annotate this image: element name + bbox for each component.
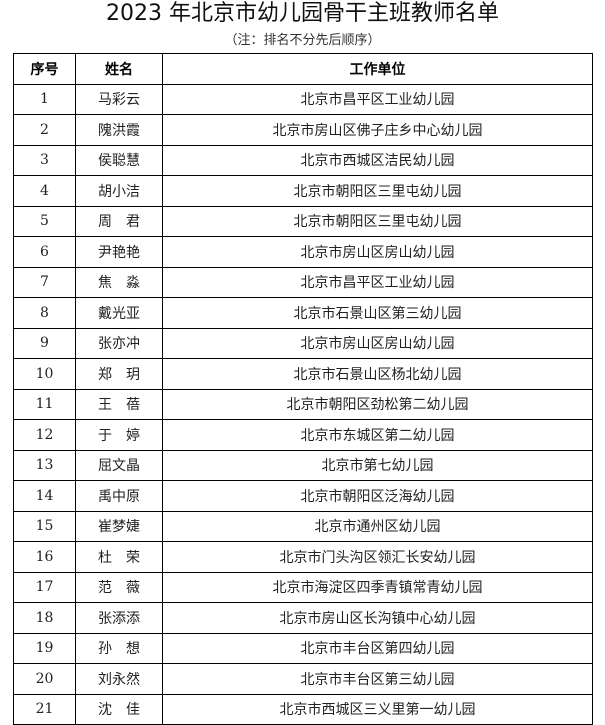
- index-cell: 20: [13, 663, 76, 695]
- workplace-cell: 北京市西城区洁民幼儿园: [162, 144, 593, 176]
- workplace-cell: 北京市丰台区第三幼儿园: [162, 663, 593, 695]
- index-cell: 17: [13, 571, 76, 603]
- table-row: 15 崔梦婕 北京市通州区幼儿园: [13, 510, 593, 542]
- index-cell: 6: [13, 236, 76, 268]
- index-cell: 14: [13, 480, 76, 512]
- workplace-cell: 北京市西城区三义里第一幼儿园: [162, 693, 593, 725]
- table-row: 14 禹中原 北京市朝阳区泛海幼儿园: [13, 480, 593, 512]
- name-cell: 于 婷: [75, 419, 163, 451]
- name-cell: 屈文晶: [75, 449, 163, 481]
- index-cell: 5: [13, 205, 76, 237]
- table-row: 4 胡小洁 北京市朝阳区三里屯幼儿园: [13, 175, 593, 207]
- workplace-cell: 北京市东城区第二幼儿园: [162, 419, 593, 451]
- name-cell: 胡小洁: [75, 175, 163, 207]
- workplace-cell: 北京市海淀区四季青镇常青幼儿园: [162, 571, 593, 603]
- workplace-cell: 北京市昌平区工业幼儿园: [162, 266, 593, 298]
- table-row: 9 张亦冲 北京市房山区房山幼儿园: [13, 327, 593, 359]
- header-workplace: 工作单位: [162, 53, 593, 85]
- table-row: 12 于 婷北京市东城区第二幼儿园: [13, 419, 593, 451]
- index-cell: 10: [13, 358, 76, 390]
- name-cell: 隗洪霞: [75, 114, 163, 146]
- index-cell: 4: [13, 175, 76, 207]
- workplace-cell: 北京市通州区幼儿园: [162, 510, 593, 542]
- table-row: 6 尹艳艳 北京市房山区房山幼儿园: [13, 236, 593, 268]
- index-cell: 21: [13, 693, 76, 725]
- name-cell: 孙 想: [75, 632, 163, 664]
- name-cell: 沈 佳: [75, 693, 163, 725]
- name-cell: 禹中原: [75, 480, 163, 512]
- name-cell: 焦 淼: [75, 266, 163, 298]
- header-row: 序号 姓名 工作单位: [13, 53, 593, 85]
- workplace-cell: 北京市朝阳区劲松第二幼儿园: [162, 388, 593, 420]
- index-cell: 3: [13, 144, 76, 176]
- table-row: 21 沈 佳北京市西城区三义里第一幼儿园: [13, 693, 593, 725]
- workplace-cell: 北京市门头沟区领汇长安幼儿园: [162, 541, 593, 573]
- index-cell: 9: [13, 327, 76, 359]
- workplace-cell: 北京市第七幼儿园: [162, 449, 593, 481]
- table-row: 1 马彩云 北京市昌平区工业幼儿园: [13, 83, 593, 115]
- name-cell: 马彩云: [75, 83, 163, 115]
- name-cell: 刘永然: [75, 663, 163, 695]
- index-cell: 13: [13, 449, 76, 481]
- index-cell: 7: [13, 266, 76, 298]
- workplace-cell: 北京市朝阳区三里屯幼儿园: [162, 175, 593, 207]
- table-row: 18 张添添 北京市房山区长沟镇中心幼儿园: [13, 602, 593, 634]
- workplace-cell: 北京市昌平区工业幼儿园: [162, 83, 593, 115]
- workplace-cell: 北京市房山区佛子庄乡中心幼儿园: [162, 114, 593, 146]
- table-row: 13 屈文晶 北京市第七幼儿园: [13, 449, 593, 481]
- index-cell: 2: [13, 114, 76, 146]
- workplace-cell: 北京市朝阳区三里屯幼儿园: [162, 205, 593, 237]
- name-cell: 崔梦婕: [75, 510, 163, 542]
- name-cell: 张亦冲: [75, 327, 163, 359]
- name-cell: 郑 玥: [75, 358, 163, 390]
- name-cell: 侯聪慧: [75, 144, 163, 176]
- teacher-table: 序号 姓名 工作单位 1 马彩云 北京市昌平区工业幼儿园 2 隗洪霞 北京市房山区佛子庄乡…: [13, 53, 593, 725]
- name-cell: 尹艳艳: [75, 236, 163, 268]
- table-row: 11 王 蓓北京市朝阳区劲松第二幼儿园: [13, 388, 593, 420]
- table-row: 3 侯聪慧 北京市西城区洁民幼儿园: [13, 144, 593, 176]
- index-cell: 18: [13, 602, 76, 634]
- workplace-cell: 北京市房山区房山幼儿园: [162, 327, 593, 359]
- index-cell: 19: [13, 632, 76, 664]
- name-cell: 范 薇: [75, 571, 163, 603]
- header-name: 姓名: [75, 53, 163, 85]
- name-cell: 杜 荣: [75, 541, 163, 573]
- index-cell: 16: [13, 541, 76, 573]
- table-row: 2 隗洪霞 北京市房山区佛子庄乡中心幼儿园: [13, 114, 593, 146]
- index-cell: 11: [13, 388, 76, 420]
- name-cell: 张添添: [75, 602, 163, 634]
- table-row: 17 范 薇北京市海淀区四季青镇常青幼儿园: [13, 571, 593, 603]
- name-cell: 王 蓓: [75, 388, 163, 420]
- workplace-cell: 北京市房山区房山幼儿园: [162, 236, 593, 268]
- index-cell: 1: [13, 83, 76, 115]
- name-cell: 戴光亚: [75, 297, 163, 329]
- table-row: 8 戴光亚 北京市石景山区第三幼儿园: [13, 297, 593, 329]
- header-index: 序号: [13, 53, 76, 85]
- note: （注：排名不分先后顺序）: [224, 33, 381, 48]
- table-row: 10 郑 玥北京市石景山区杨北幼儿园: [13, 358, 593, 390]
- workplace-cell: 北京市石景山区第三幼儿园: [162, 297, 593, 329]
- index-cell: 12: [13, 419, 76, 451]
- workplace-cell: 北京市房山区长沟镇中心幼儿园: [162, 602, 593, 634]
- table-row: 16 杜 荣北京市门头沟区领汇长安幼儿园: [13, 541, 593, 573]
- index-cell: 8: [13, 297, 76, 329]
- table-row: 19 孙 想北京市丰台区第四幼儿园: [13, 632, 593, 664]
- index-cell: 15: [13, 510, 76, 542]
- table-row: 20 刘永然 北京市丰台区第三幼儿园: [13, 663, 593, 695]
- page-title: 2023 年北京市幼儿园骨干主班教师名单: [106, 1, 499, 26]
- workplace-cell: 北京市丰台区第四幼儿园: [162, 632, 593, 664]
- workplace-cell: 北京市朝阳区泛海幼儿园: [162, 480, 593, 512]
- name-cell: 周 君: [75, 205, 163, 237]
- workplace-cell: 北京市石景山区杨北幼儿园: [162, 358, 593, 390]
